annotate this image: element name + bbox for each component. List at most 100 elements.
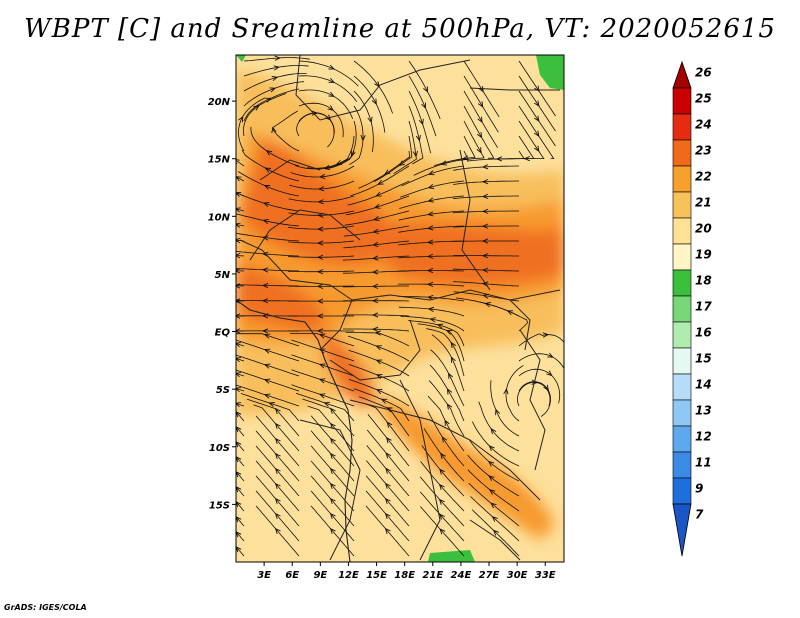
colorbar-label: 26 [695, 65, 712, 79]
streamline-arrow [481, 193, 489, 200]
colorbar-label: 9 [695, 481, 703, 495]
streamline-arrow [271, 126, 277, 134]
streamline [295, 392, 355, 422]
streamline [374, 135, 413, 182]
lon-tick-label: 21E [422, 570, 443, 581]
colorbar-segment [672, 165, 692, 193]
streamline-arrow [372, 228, 379, 234]
streamline-arrow [271, 76, 279, 82]
colorbar-segment [672, 399, 692, 427]
streamline [408, 60, 441, 120]
colorbar-label: 14 [695, 377, 712, 391]
streamline [298, 102, 344, 138]
streamline-arrow [491, 515, 498, 522]
streamline-arrow [371, 312, 379, 318]
streamline [453, 268, 519, 272]
streamline [236, 342, 245, 347]
streamline-arrow [274, 452, 281, 460]
streamline [255, 460, 300, 512]
streamline [236, 501, 245, 512]
streamline [398, 295, 465, 302]
streamline-arrow [269, 87, 277, 93]
streamline [463, 90, 498, 148]
streamline [400, 315, 465, 332]
colorbar: 26 25 24 23 22 21 20 19 18 17 16 15 14 13 12 11 9 7 [672, 60, 712, 557]
streamline [430, 349, 465, 407]
streamline-arrow [384, 512, 391, 520]
streamline [431, 334, 465, 392]
streamline [342, 285, 409, 288]
streamline [420, 461, 465, 512]
streamline-arrow [450, 341, 457, 349]
colorbar-top-cap [672, 60, 692, 89]
streamline-arrow [329, 407, 336, 414]
streamline-arrow [317, 199, 324, 205]
streamline-arrow [534, 85, 540, 92]
streamline-arrow [329, 482, 336, 490]
streamline-arrow [318, 333, 326, 339]
streamline-arrow [429, 317, 436, 323]
streamline-arrow [263, 333, 271, 339]
grads-credit: GrADS: IGES/COLA [4, 603, 87, 612]
streamline-arrow [478, 86, 484, 93]
streamline [290, 333, 355, 347]
streamline [236, 333, 300, 347]
wbpt-field [236, 55, 564, 562]
streamline [366, 429, 410, 482]
colorbar-segment [672, 139, 692, 167]
colorbar-label: 18 [695, 273, 712, 287]
colorbar-bottom-cap [672, 503, 692, 557]
streamline-arrow [439, 468, 445, 475]
streamline [466, 150, 525, 162]
streamline-arrow [427, 306, 435, 312]
streamline-arrow [476, 131, 483, 139]
colorbar-segment [672, 373, 692, 401]
streamline-arrow [490, 502, 497, 509]
streamline [421, 445, 465, 497]
lon-tick-label: 12E [338, 570, 359, 581]
lat-tick-label: 10N [208, 212, 231, 223]
streamline-arrow [375, 359, 383, 365]
streamline-arrow [375, 345, 382, 351]
streamline [453, 180, 519, 185]
streamline [343, 270, 410, 274]
streamline [345, 195, 410, 216]
streamline [345, 332, 410, 347]
streamline [518, 60, 556, 117]
streamline-arrow [318, 393, 326, 399]
streamline [298, 60, 359, 87]
streamline-arrow [236, 268, 241, 274]
streamline-arrow [427, 183, 435, 189]
colorbar-segment [672, 87, 692, 115]
streamline [365, 475, 410, 527]
streamline-arrow [385, 452, 392, 459]
colorbar-label: 23 [695, 143, 712, 157]
streamline-arrow [542, 332, 550, 338]
streamline [255, 505, 300, 557]
streamline-arrow [236, 192, 242, 197]
streamline [398, 306, 465, 317]
streamline [241, 149, 300, 182]
streamline [255, 475, 300, 527]
field-band-23 [379, 222, 564, 286]
streamline [236, 384, 300, 407]
streamline [288, 240, 355, 244]
streamline [291, 369, 355, 392]
streamline-arrow [373, 203, 381, 209]
streamline-arrow [506, 310, 514, 316]
streamline-arrow [386, 407, 393, 413]
colorbar-label: 20 [695, 221, 712, 235]
colorbar-label: 25 [695, 91, 712, 105]
colorbar-segment [672, 321, 692, 349]
streamline [408, 105, 424, 165]
streamline [401, 165, 465, 187]
streamline-arrow [261, 298, 269, 304]
streamline-arrow [316, 298, 324, 304]
lat-axis: 20N 15N 10N 5N EQ 5S 10S 15S [208, 97, 236, 511]
streamline [255, 430, 300, 482]
streamline-arrow [385, 467, 391, 474]
streamline [288, 225, 355, 230]
streamline-arrow [274, 55, 282, 61]
streamline-arrow [236, 328, 241, 334]
streamline [468, 439, 520, 482]
